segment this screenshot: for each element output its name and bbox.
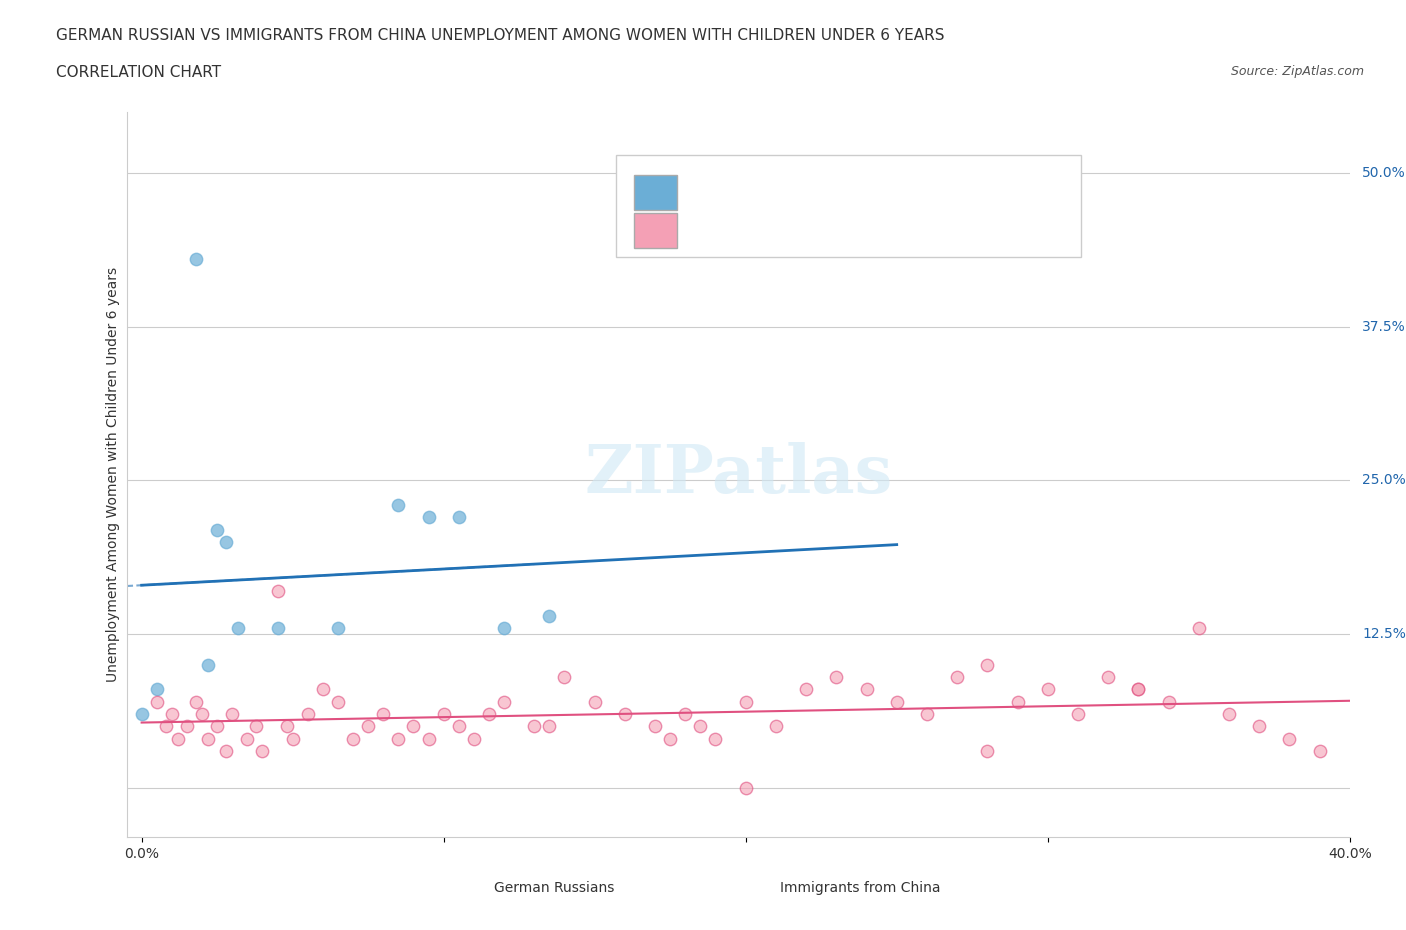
Point	[765, 719, 787, 734]
FancyBboxPatch shape	[420, 873, 451, 891]
Point	[342, 731, 364, 746]
Point	[197, 731, 219, 746]
Text: 50.0%: 50.0%	[1362, 166, 1406, 180]
Text: R =  0.352   N =  14: R = 0.352 N = 14	[689, 180, 844, 195]
Point	[855, 682, 877, 697]
Point	[794, 682, 817, 697]
Point	[1157, 695, 1180, 710]
Point	[145, 695, 167, 710]
Point	[494, 620, 516, 635]
FancyBboxPatch shape	[725, 873, 756, 891]
Point	[1128, 682, 1150, 697]
Point	[326, 620, 349, 635]
Point	[734, 695, 756, 710]
Point	[326, 695, 349, 710]
Text: German Russians: German Russians	[495, 881, 614, 895]
Point	[266, 620, 288, 635]
Point	[276, 719, 298, 734]
Point	[1188, 620, 1211, 635]
Text: 25.0%: 25.0%	[1362, 473, 1406, 487]
Text: Source: ZipAtlas.com: Source: ZipAtlas.com	[1230, 65, 1364, 78]
Point	[387, 731, 409, 746]
Point	[886, 695, 908, 710]
Point	[644, 719, 666, 734]
Point	[266, 584, 288, 599]
Point	[494, 695, 516, 710]
Point	[1218, 707, 1240, 722]
Point	[418, 510, 440, 525]
Point	[197, 658, 219, 672]
Point	[463, 731, 485, 746]
Point	[447, 719, 470, 734]
Point	[176, 719, 198, 734]
Point	[281, 731, 304, 746]
Point	[145, 682, 167, 697]
Text: Immigrants from China: Immigrants from China	[780, 881, 941, 895]
Point	[1128, 682, 1150, 697]
Point	[689, 719, 711, 734]
Text: 12.5%: 12.5%	[1362, 627, 1406, 641]
Point	[357, 719, 380, 734]
Text: 37.5%: 37.5%	[1362, 320, 1406, 334]
Point	[659, 731, 682, 746]
Y-axis label: Unemployment Among Women with Children Under 6 years: Unemployment Among Women with Children U…	[105, 267, 120, 682]
Point	[131, 707, 153, 722]
Point	[447, 510, 470, 525]
Point	[976, 658, 998, 672]
Point	[915, 707, 938, 722]
Point	[1007, 695, 1029, 710]
Text: R = -0.147   N =  64: R = -0.147 N = 64	[689, 224, 844, 239]
Point	[673, 707, 696, 722]
Point	[1278, 731, 1301, 746]
Point	[553, 670, 575, 684]
Point	[433, 707, 456, 722]
Point	[418, 731, 440, 746]
Point	[245, 719, 267, 734]
Point	[402, 719, 425, 734]
Point	[297, 707, 319, 722]
Point	[160, 707, 183, 722]
Point	[312, 682, 335, 697]
Point	[946, 670, 969, 684]
Point	[184, 252, 207, 267]
Point	[1097, 670, 1119, 684]
Point	[191, 707, 214, 722]
Point	[184, 695, 207, 710]
Point	[1036, 682, 1059, 697]
FancyBboxPatch shape	[634, 213, 678, 248]
Point	[205, 719, 228, 734]
Point	[523, 719, 546, 734]
Point	[1067, 707, 1090, 722]
Point	[538, 608, 561, 623]
Point	[613, 707, 636, 722]
Point	[167, 731, 190, 746]
Text: GERMAN RUSSIAN VS IMMIGRANTS FROM CHINA UNEMPLOYMENT AMONG WOMEN WITH CHILDREN U: GERMAN RUSSIAN VS IMMIGRANTS FROM CHINA …	[56, 28, 945, 43]
Point	[976, 743, 998, 758]
Point	[478, 707, 501, 722]
Point	[825, 670, 848, 684]
Point	[704, 731, 727, 746]
Text: CORRELATION CHART: CORRELATION CHART	[56, 65, 221, 80]
Point	[155, 719, 177, 734]
Point	[205, 522, 228, 537]
FancyBboxPatch shape	[634, 175, 678, 209]
Point	[215, 743, 238, 758]
Point	[226, 620, 249, 635]
Point	[215, 535, 238, 550]
Point	[221, 707, 243, 722]
Point	[1309, 743, 1331, 758]
Point	[734, 780, 756, 795]
FancyBboxPatch shape	[616, 155, 1081, 257]
Point	[583, 695, 606, 710]
Point	[538, 719, 561, 734]
Text: ZIPatlas: ZIPatlas	[583, 442, 893, 507]
Point	[236, 731, 259, 746]
Point	[373, 707, 395, 722]
Point	[387, 498, 409, 512]
Point	[252, 743, 274, 758]
Point	[1249, 719, 1271, 734]
